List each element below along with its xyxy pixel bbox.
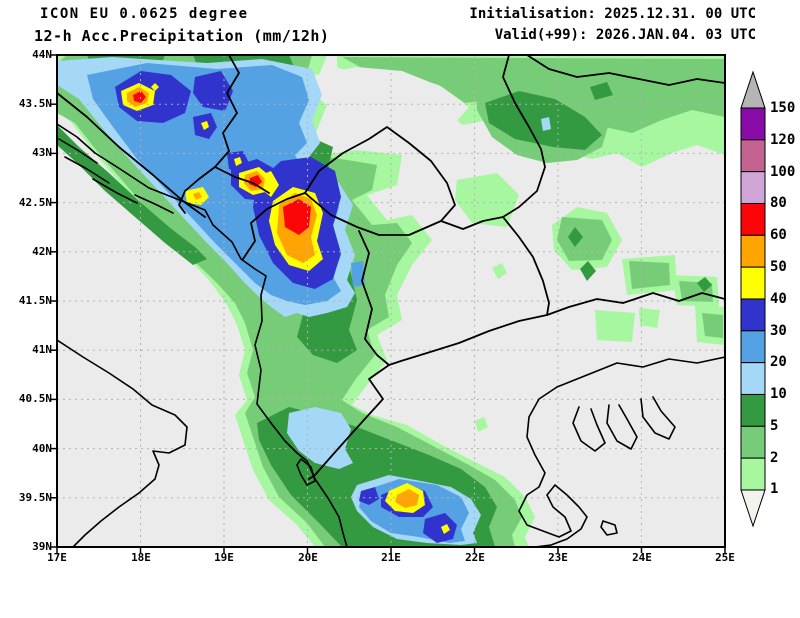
legend-label: 1 xyxy=(770,481,779,497)
legend-label: 2 xyxy=(770,450,779,466)
model-title: ICON EU 0.0625 degree xyxy=(40,6,249,22)
lon-label: 18E xyxy=(131,551,151,564)
precipitation-map xyxy=(51,54,726,553)
lon-label: 23E xyxy=(548,551,568,564)
legend-label: 10 xyxy=(770,386,787,402)
lat-label: 43N xyxy=(32,146,52,159)
product-title: 12-h Acc.Precipitation (mm/12h) xyxy=(34,27,330,45)
clear-notch xyxy=(315,67,469,131)
lat-label: 41N xyxy=(32,343,52,356)
lat-label: 39.5N xyxy=(18,491,52,504)
country-borders xyxy=(57,55,725,480)
lon-label: 22E xyxy=(465,551,485,564)
lat-label: 40N xyxy=(32,442,52,455)
lon-label: 17E xyxy=(47,551,67,564)
lat-label: 43.5N xyxy=(18,97,52,110)
precip-layer-60mm xyxy=(133,91,311,235)
lat-label: 42.5N xyxy=(18,196,52,209)
legend-label: 80 xyxy=(770,195,787,211)
lon-label: 20E xyxy=(298,551,318,564)
lat-label: 41.5N xyxy=(18,294,52,307)
colorbar-underflow-arrow xyxy=(740,489,766,528)
lon-label: 24E xyxy=(632,551,652,564)
legend-label: 50 xyxy=(770,259,787,275)
legend-label: 40 xyxy=(770,291,787,307)
lat-label: 42N xyxy=(32,245,52,258)
graticule xyxy=(57,55,725,547)
lat-label: 39N xyxy=(32,540,52,553)
legend-label: 150 xyxy=(770,100,796,116)
colorbar-segments xyxy=(740,107,766,491)
legend-label: 30 xyxy=(770,323,787,339)
legend-label: 5 xyxy=(770,418,779,434)
legend-label: 60 xyxy=(770,227,787,243)
lon-label: 25E xyxy=(715,551,735,564)
valid-time: Valid(+99): 2026.JAN.04. 03 UTC xyxy=(494,27,756,43)
colorbar-overflow-arrow xyxy=(740,70,766,109)
lat-label: 40.5N xyxy=(18,392,52,405)
axis-ticks xyxy=(51,54,726,553)
legend-label: 20 xyxy=(770,354,787,370)
initialisation-time: Initialisation: 2025.12.31. 00 UTC xyxy=(469,6,756,22)
lon-label: 21E xyxy=(381,551,401,564)
legend-label: 100 xyxy=(770,164,796,180)
precip-colorbar xyxy=(740,70,766,528)
lat-label: 44N xyxy=(32,48,52,61)
legend-label: 120 xyxy=(770,132,796,148)
lon-label: 19E xyxy=(214,551,234,564)
